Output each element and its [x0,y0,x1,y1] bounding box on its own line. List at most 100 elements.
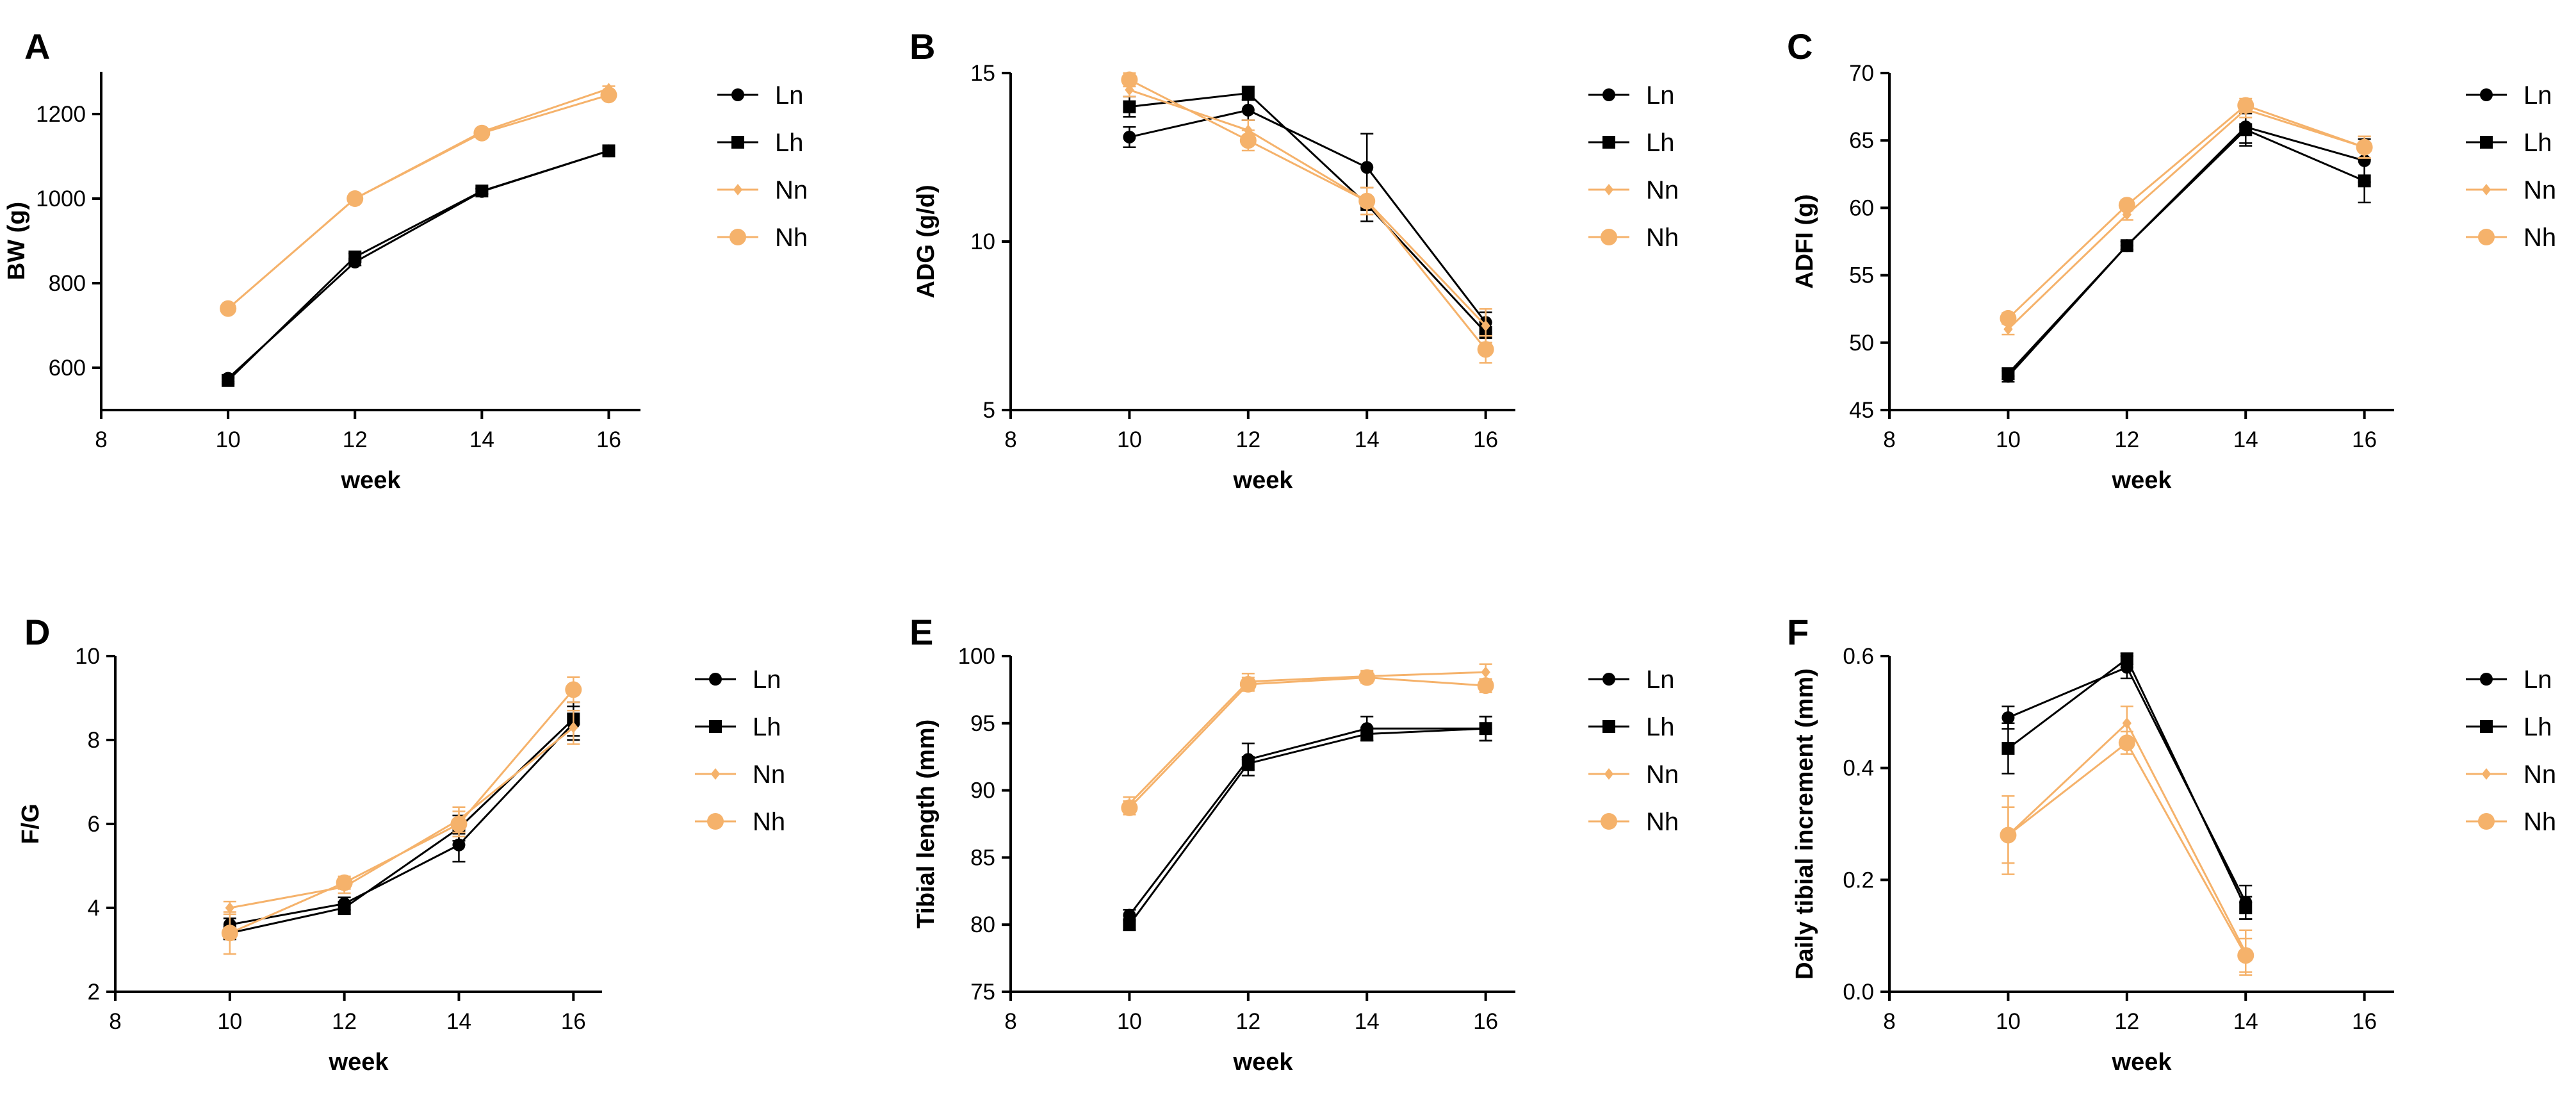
series-ln [1123,716,1492,922]
x-tick-label: 12 [2114,1009,2139,1034]
series-line [227,94,609,309]
legend-marker [731,88,744,101]
data-point [1123,918,1136,932]
y-tick-label: 100 [958,644,995,669]
panel-letter: D [24,612,50,652]
series-line [2007,108,2365,330]
legend-label: Nn [2523,761,2556,789]
y-tick-label: 2 [88,980,100,1005]
legend-label: Ln [2523,666,2552,694]
legend-label: Lh [2523,713,2552,741]
series-line [227,149,609,381]
data-point [2358,174,2371,188]
data-point [348,251,362,264]
legend-label: Nn [775,176,808,204]
series-line [1129,671,1486,805]
series-lh [1123,85,1492,344]
y-axis-title: F/G [17,803,44,844]
data-point [2237,947,2254,964]
series-ln [1123,99,1492,334]
y-tick-label: 0.4 [1843,756,1874,781]
series-line [227,87,609,309]
y-tick-label: 1200 [36,102,86,127]
legend-marker [2480,720,2493,733]
x-tick-label: 10 [1117,427,1142,452]
panel-b: B 8 10 12 14 16 5 10 15 week ADG (g/d) Ln Lh Nn Nh [909,26,1679,494]
data-point [2001,367,2015,381]
legend-label: Nh [753,808,785,836]
x-tick-label: 16 [2352,1009,2377,1034]
legend: Ln Lh Nn Nh [1588,666,1679,836]
series-line [2007,104,2365,320]
legend-label: Nn [2523,176,2556,204]
x-tick-label: 16 [1473,427,1498,452]
legend: Ln Lh Nn Nh [695,666,785,836]
legend-marker [2480,136,2493,149]
x-tick-label: 8 [95,427,107,452]
legend-marker [709,720,722,733]
legend-marker [733,184,743,195]
y-tick-label: 1000 [36,186,86,211]
y-tick-label: 6 [88,812,100,837]
data-point [1123,100,1136,113]
data-point [1121,71,1138,88]
data-point [473,124,491,142]
y-tick-label: 65 [1849,128,1874,153]
series-nh [221,676,582,955]
data-point [2001,742,2015,755]
x-axis-title: week [1233,1049,1294,1076]
x-axis-title: week [329,1049,389,1076]
data-point [1481,320,1490,332]
legend-marker [1604,768,1614,780]
legend-marker [1604,184,1614,195]
legend: Ln Lh Nn Nh [2466,666,2556,836]
x-tick-label: 14 [469,427,494,452]
x-tick-label: 14 [1355,1009,1380,1034]
legend-label: Nh [1646,808,1679,836]
legend-marker [1601,813,1617,830]
data-point [1239,132,1257,149]
y-tick-label: 50 [1849,331,1874,356]
data-point [452,838,466,851]
series-lh [223,701,580,941]
data-point [602,144,615,158]
legend-marker [2480,88,2493,101]
x-tick-label: 12 [1235,1009,1260,1034]
data-point [1123,130,1136,144]
series-nh [1121,669,1494,816]
y-tick-label: 800 [49,271,86,296]
x-tick-label: 16 [596,427,621,452]
x-tick-label: 12 [1235,427,1260,452]
x-tick-label: 12 [343,427,368,452]
series-nn [2001,100,2371,336]
y-tick-label: 10 [75,644,100,669]
x-tick-label: 8 [1004,1009,1016,1034]
y-tick-label: 600 [49,356,86,381]
legend-marker [2481,184,2491,195]
y-tick-label: 4 [88,896,100,921]
series-line [229,689,575,934]
data-point [1241,757,1255,770]
y-tick-label: 75 [970,980,995,1005]
data-point [220,300,237,317]
legend-label: Nh [2523,224,2556,252]
y-tick-label: 55 [1849,263,1874,288]
x-tick-label: 8 [1004,427,1016,452]
data-point [2001,711,2015,725]
data-point [2120,652,2133,666]
x-tick-label: 12 [332,1009,357,1034]
legend-label: Lh [1646,129,1675,157]
series-line [1129,727,1486,926]
legend-marker [2478,813,2495,830]
y-axis-title: ADFI (g) [1791,194,1818,289]
legend-marker [710,768,721,780]
data-point [221,925,238,942]
legend-label: Nn [753,761,785,789]
legend-marker [1602,720,1615,733]
series-nn [222,83,615,315]
series-nn [1123,663,1492,812]
x-tick-label: 10 [1996,427,2021,452]
legend-marker [730,229,746,245]
x-tick-label: 10 [216,427,241,452]
data-point [475,185,489,198]
